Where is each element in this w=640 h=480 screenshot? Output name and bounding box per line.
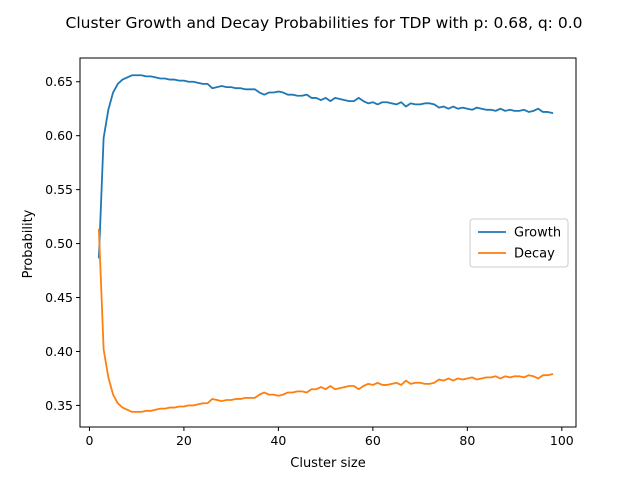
x-tick-label: 0: [85, 433, 93, 448]
x-tick-label: 20: [176, 433, 192, 448]
x-tick-label: 60: [365, 433, 381, 448]
x-tick-label: 80: [459, 433, 475, 448]
y-tick-label: 0.45: [45, 290, 73, 305]
y-tick-label: 0.55: [45, 182, 73, 197]
y-tick-label: 0.60: [45, 128, 73, 143]
legend-label-growth: Growth: [514, 226, 561, 241]
x-tick-label: 40: [270, 433, 286, 448]
data-lines: [98, 74, 554, 413]
series-line-decay: [98, 228, 554, 413]
y-tick-label: 0.65: [45, 74, 73, 89]
y-axis: 0.35 0.40 0.45 0.50 0.55 0.60 0.65: [45, 74, 80, 413]
x-axis-label: Cluster size: [290, 456, 365, 471]
chart-title: Cluster Growth and Decay Probabilities f…: [66, 14, 583, 32]
legend-label-decay: Decay: [514, 247, 555, 262]
y-tick-label: 0.35: [45, 398, 73, 413]
y-tick-label: 0.50: [45, 236, 73, 251]
x-axis: 0 20 40 60 80 100: [85, 427, 574, 448]
series-line-growth: [98, 74, 554, 259]
x-tick-label: 100: [550, 433, 574, 448]
y-tick-label: 0.40: [45, 344, 73, 359]
legend-box: [469, 218, 569, 268]
legend: Growth Decay: [469, 218, 569, 268]
y-axis-label: Probability: [21, 209, 36, 278]
